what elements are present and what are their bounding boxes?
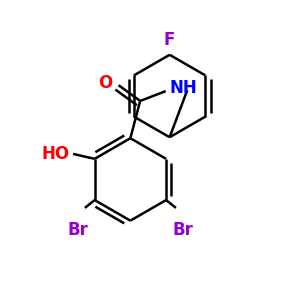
Text: NH: NH [169, 79, 197, 97]
Text: Br: Br [68, 221, 88, 239]
Text: O: O [98, 74, 113, 92]
Text: HO: HO [41, 145, 69, 163]
Text: Br: Br [172, 221, 193, 239]
Text: F: F [164, 31, 175, 49]
